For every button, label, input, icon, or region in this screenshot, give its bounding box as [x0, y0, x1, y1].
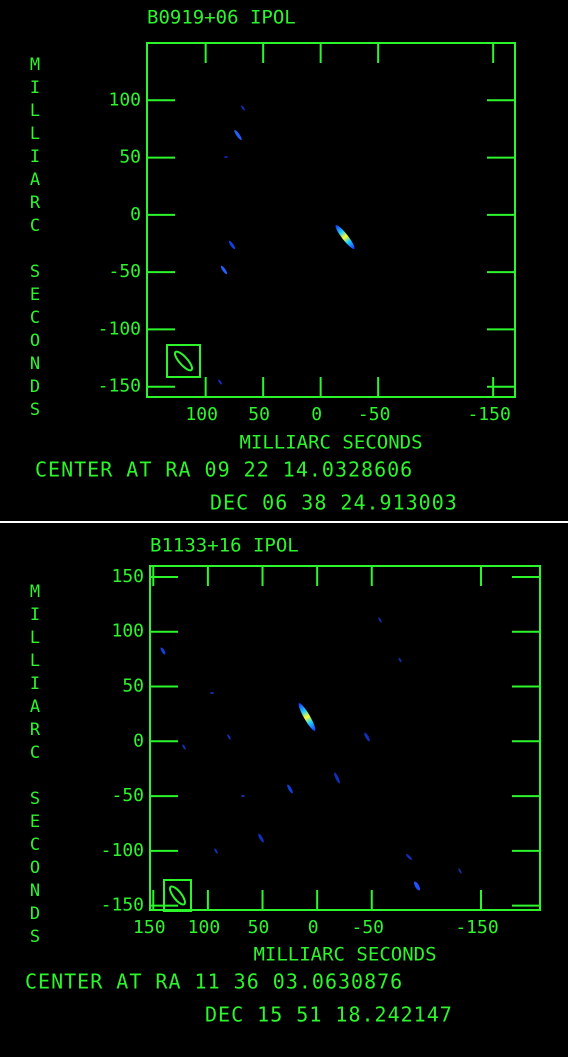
y-axis-label: MILLIARC SECONDS — [25, 582, 45, 950]
x-tick-label: -50 — [358, 404, 391, 425]
y-tick-label: 0 — [133, 730, 144, 751]
x-tick-label: -50 — [352, 917, 385, 938]
x-tick-label: -150 — [467, 404, 510, 425]
x-tick-label: 0 — [308, 917, 319, 938]
x-tick-label: 50 — [248, 404, 270, 425]
y-tick-label: -50 — [108, 261, 141, 282]
y-tick-label: -100 — [98, 318, 141, 339]
y-tick-label: 100 — [108, 89, 141, 110]
caption: CENTER AT RA 09 22 14.0328606 — [35, 458, 413, 482]
image-features — [166, 105, 355, 385]
image-features — [160, 617, 462, 912]
y-tick-label: 0 — [130, 204, 141, 225]
y-axis-label: MILLIARC SECONDS — [25, 55, 45, 423]
y-tick-label: 150 — [111, 566, 144, 587]
y-tick-label: 50 — [122, 676, 144, 697]
caption: CENTER AT RA 11 36 03.0630876 — [25, 970, 403, 994]
x-tick-label: -150 — [455, 917, 498, 938]
caption: DEC 15 51 18.242147 — [205, 1003, 453, 1027]
y-tick-label: -50 — [111, 785, 144, 806]
x-tick-label: 100 — [185, 404, 218, 425]
x-tick-label: 50 — [248, 917, 270, 938]
x-axis-label: MILLIARC SECONDS — [239, 432, 422, 454]
chart-title: B1133+16 IPOL — [150, 535, 299, 557]
chart-title: B0919+06 IPOL — [147, 7, 296, 29]
caption: DEC 06 38 24.913003 — [210, 491, 458, 515]
plot-frame — [149, 565, 541, 911]
y-tick-label: -150 — [98, 376, 141, 397]
x-tick-label: 150 — [133, 917, 166, 938]
x-tick-label: 0 — [311, 404, 322, 425]
y-tick-label: 100 — [111, 621, 144, 642]
y-tick-label: -100 — [101, 840, 144, 861]
x-tick-label: 100 — [188, 917, 221, 938]
y-tick-label: 50 — [119, 147, 141, 168]
y-tick-label: -150 — [101, 895, 144, 916]
x-axis-label: MILLIARC SECONDS — [253, 944, 436, 966]
plot-frame — [146, 42, 516, 398]
